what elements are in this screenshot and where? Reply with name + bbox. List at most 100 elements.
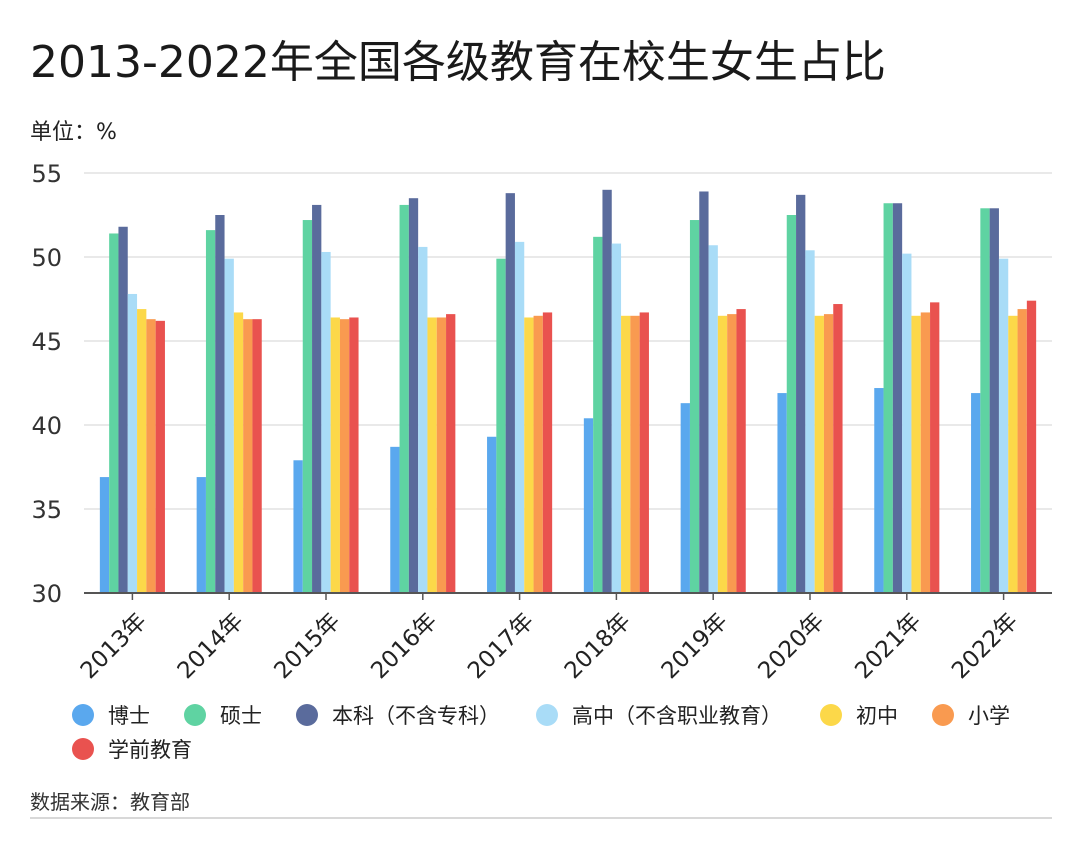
bar xyxy=(505,193,515,593)
chart-title: 2013-2022年全国各级教育在校生女生占比 xyxy=(30,37,886,88)
bar xyxy=(252,319,262,593)
bar xyxy=(911,315,921,593)
bar xyxy=(233,312,244,593)
bar xyxy=(833,304,843,593)
bar xyxy=(883,203,893,594)
bar xyxy=(639,312,649,593)
bar xyxy=(708,245,718,594)
legend-label: 学前教育 xyxy=(108,738,192,762)
x-tick-label: 2014年 xyxy=(173,608,249,684)
bar xyxy=(215,215,225,593)
y-tick-label: 50 xyxy=(31,244,62,272)
bar xyxy=(989,208,999,593)
bar xyxy=(1008,315,1018,593)
bar xyxy=(312,204,322,594)
legend-swatch xyxy=(72,738,94,760)
bar xyxy=(224,258,234,593)
bar xyxy=(1026,300,1037,593)
bar xyxy=(109,233,119,594)
bar xyxy=(127,293,138,593)
bar xyxy=(321,251,331,593)
legend-item: 本科（不含专科） xyxy=(296,700,500,730)
bar xyxy=(736,309,746,593)
bar xyxy=(602,189,612,594)
bar xyxy=(1017,309,1027,593)
bar xyxy=(349,317,359,593)
bar xyxy=(99,477,110,593)
bottom-divider xyxy=(30,817,1052,819)
x-tick-label: 2020年 xyxy=(754,608,830,684)
legend-label: 高中（不含职业教育） xyxy=(572,704,782,728)
bar xyxy=(630,315,640,593)
legend-swatch xyxy=(536,704,558,726)
legend-label: 本科（不含专科） xyxy=(332,704,500,728)
bar xyxy=(874,388,884,593)
bar xyxy=(330,317,340,593)
legend-swatch xyxy=(184,704,206,726)
bar xyxy=(339,319,350,593)
bar xyxy=(902,253,912,593)
bar xyxy=(533,315,543,593)
bar xyxy=(689,220,700,594)
legend-label: 博士 xyxy=(108,704,150,728)
bar xyxy=(514,241,525,593)
bar xyxy=(930,302,940,593)
bar xyxy=(892,203,903,594)
legend-swatch xyxy=(932,704,954,726)
legend-swatch xyxy=(296,704,318,726)
x-tick-label: 2017年 xyxy=(463,608,539,684)
bar xyxy=(542,312,553,593)
bar xyxy=(496,258,506,593)
bar xyxy=(302,220,313,594)
x-tick-label: 2019年 xyxy=(657,608,733,684)
bar xyxy=(583,418,594,593)
bar xyxy=(805,250,815,593)
legend-label: 小学 xyxy=(968,704,1010,728)
bar xyxy=(418,246,428,594)
bar xyxy=(399,204,409,594)
bar xyxy=(155,320,165,593)
bar xyxy=(823,314,834,593)
bar xyxy=(436,317,447,593)
bar xyxy=(611,243,622,593)
legend-swatch xyxy=(72,704,94,726)
legend-item: 学前教育 xyxy=(72,734,192,764)
bar xyxy=(524,317,534,593)
bar xyxy=(243,319,253,593)
x-tick-label: 2022年 xyxy=(947,608,1023,684)
bar xyxy=(487,436,497,593)
x-tick-label: 2013年 xyxy=(76,608,152,684)
source-note: 数据来源：教育部 xyxy=(30,790,190,814)
bar xyxy=(408,198,419,593)
bar xyxy=(390,446,400,593)
bar xyxy=(777,393,787,593)
bar xyxy=(920,312,931,593)
bar xyxy=(796,194,806,593)
bar xyxy=(980,208,990,593)
y-tick-label: 55 xyxy=(31,160,62,188)
legend-item: 初中 xyxy=(820,700,898,730)
bar xyxy=(205,230,216,593)
legend-item: 小学 xyxy=(932,700,1010,730)
bar xyxy=(621,315,631,593)
x-tick-label: 2021年 xyxy=(850,608,926,684)
bar xyxy=(593,236,603,593)
legend-swatch xyxy=(820,704,842,726)
unit-label: 单位：% xyxy=(30,120,117,145)
bar xyxy=(699,191,709,594)
bar xyxy=(196,477,206,593)
x-tick-label: 2015年 xyxy=(270,608,346,684)
bar xyxy=(971,393,981,593)
y-tick-label: 35 xyxy=(31,496,62,524)
bar xyxy=(814,315,824,593)
legend-item: 高中（不含职业教育） xyxy=(536,700,782,730)
bar xyxy=(446,314,456,593)
bar xyxy=(146,319,156,593)
y-tick-label: 40 xyxy=(31,412,62,440)
legend-label: 硕士 xyxy=(220,704,262,728)
bar xyxy=(717,315,728,593)
bar xyxy=(293,460,303,593)
y-tick-label: 45 xyxy=(31,328,62,356)
bar xyxy=(786,215,797,593)
bar xyxy=(427,317,437,593)
